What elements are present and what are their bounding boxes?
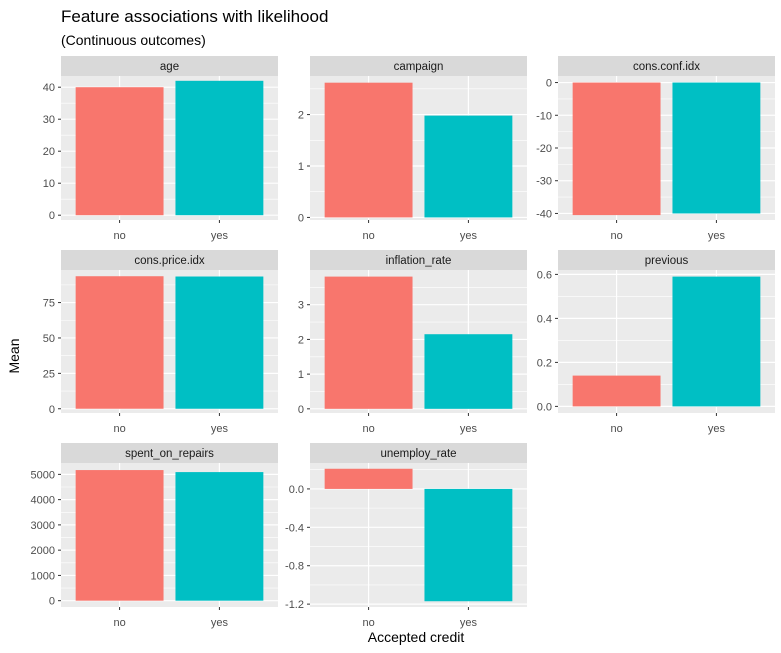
x-tick-label: yes (708, 230, 726, 242)
bar-no (324, 276, 413, 409)
y-tick-label: 5000 (31, 469, 55, 481)
bar-no (75, 87, 164, 216)
y-tick-label: 0 (298, 212, 304, 224)
facet-strip (558, 250, 775, 270)
y-axis-title: Mean (6, 338, 22, 373)
facet-campaign: campaign 0 1 2 no yes (298, 56, 527, 242)
facet-strip (61, 56, 278, 76)
x-tick-label: yes (460, 230, 478, 242)
facet-inflation-rate: inflation_rate 0 1 2 3 no yes (298, 250, 527, 435)
y-tick-label: 0 (49, 210, 55, 222)
chart-subtitle: (Continuous outcomes) (61, 32, 206, 48)
y-tick-label: 0 (298, 404, 304, 416)
y-tick-label: 0.0 (289, 484, 304, 496)
y-tick-label: 3 (298, 300, 304, 312)
facet-unemploy-rate: unemploy_rate 0.0 -0.4 -0.8 -1.2 no yes (285, 443, 527, 629)
y-tick-label: 10 (43, 178, 55, 190)
y-tick-label: 0.0 (537, 401, 552, 413)
facet-strip-label: spent_on_repairs (125, 448, 214, 460)
facet-strip-label: cons.conf.idx (633, 61, 700, 73)
x-tick-label: yes (211, 617, 229, 629)
x-tick-label: no (113, 423, 125, 435)
y-tick-label: 0.6 (537, 269, 552, 281)
y-tick-label: -20 (536, 143, 552, 155)
y-tick-label: 30 (43, 114, 55, 126)
x-axis-title: Accepted credit (368, 629, 465, 645)
y-tick-label: -0.4 (285, 522, 304, 534)
facet-strip-label: cons.price.idx (134, 255, 205, 267)
x-tick-label: no (610, 423, 622, 435)
y-tick-label: 0.2 (537, 357, 552, 369)
facet-strip (310, 250, 527, 270)
chart-title: Feature associations with likelihood (61, 7, 328, 26)
y-tick-label: -30 (536, 176, 552, 188)
x-tick-label: no (113, 230, 125, 242)
x-tick-label: yes (460, 617, 478, 629)
y-tick-label: 75 (43, 298, 55, 310)
facet-previous: previous 0.0 0.2 0.4 0.6 no yes (537, 250, 775, 435)
bar-yes (424, 488, 513, 602)
x-tick-label: no (362, 423, 374, 435)
y-tick-label: 1 (298, 161, 304, 173)
y-tick-label: 4000 (31, 495, 55, 507)
x-tick-label: yes (708, 423, 726, 435)
facet-cons-price-idx: cons.price.idx 0 25 50 75 no yes (43, 250, 278, 435)
y-tick-label: -1.2 (285, 599, 304, 611)
x-tick-label: yes (211, 423, 229, 435)
y-tick-label: 50 (43, 333, 55, 345)
bar-no (75, 470, 164, 601)
y-tick-label: 1 (298, 369, 304, 381)
y-tick-label: 0.4 (537, 313, 552, 325)
bar-yes (424, 115, 513, 218)
bar-no (75, 276, 164, 409)
facet-strip (61, 443, 278, 463)
facet-strip (61, 250, 278, 270)
bar-yes (424, 334, 513, 409)
bar-yes (672, 276, 761, 407)
facet-strip-label: age (160, 61, 179, 73)
y-tick-label: -10 (536, 110, 552, 122)
bar-no (324, 468, 413, 489)
y-tick-label: 2000 (31, 545, 55, 557)
facet-strip-label: unemploy_rate (380, 448, 456, 460)
x-tick-label: no (113, 617, 125, 629)
facet-spent-on-repairs: spent_on_repairs 0 1000 2000 3000 4000 5000 no y… (31, 443, 278, 629)
facet-cons-conf-idx: cons.conf.idx 0 -10 -20 -30 -40 no yes (536, 56, 775, 242)
facet-strip-label: campaign (394, 61, 444, 73)
bar-no (572, 375, 661, 407)
x-tick-label: no (362, 230, 374, 242)
bar-no (324, 82, 413, 218)
y-tick-label: 2 (298, 334, 304, 346)
x-tick-label: yes (460, 423, 478, 435)
facet-strip-label: inflation_rate (386, 255, 452, 267)
bar-yes (672, 82, 761, 214)
facet-age: age 0 10 20 30 40 no yes (43, 56, 278, 242)
facet-strip (310, 443, 527, 463)
y-tick-label: 2 (298, 110, 304, 122)
y-tick-label: -0.8 (285, 561, 304, 573)
bar-yes (175, 276, 264, 409)
y-tick-label: -40 (536, 208, 552, 220)
y-tick-label: 20 (43, 146, 55, 158)
y-tick-label: 25 (43, 368, 55, 380)
y-tick-label: 0 (49, 596, 55, 608)
bar-no (572, 82, 661, 216)
bar-yes (175, 472, 264, 601)
y-tick-label: 1000 (31, 570, 55, 582)
x-tick-label: no (610, 230, 622, 242)
facet-strip-label: previous (645, 255, 689, 267)
facet-strip (310, 56, 527, 76)
facet-strip (558, 56, 775, 76)
y-tick-label: 0 (546, 78, 552, 90)
x-tick-label: no (362, 617, 374, 629)
y-tick-label: 40 (43, 82, 55, 94)
x-tick-label: yes (211, 230, 229, 242)
bar-yes (175, 80, 264, 216)
y-tick-label: 0 (49, 404, 55, 416)
y-tick-label: 3000 (31, 520, 55, 532)
